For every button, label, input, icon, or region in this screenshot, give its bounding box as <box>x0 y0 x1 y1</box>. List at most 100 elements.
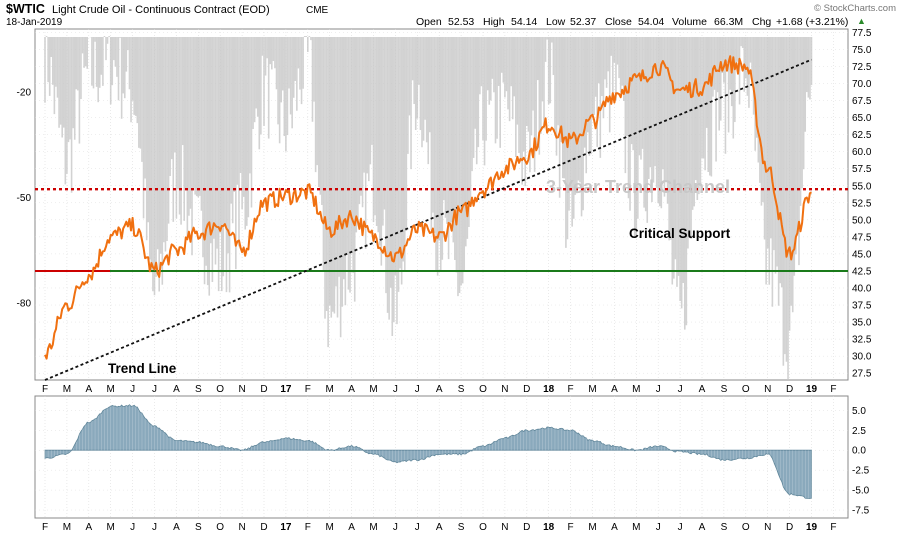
low-value: 52.37 <box>570 16 596 28</box>
price-y-tick-label: 57.5 <box>852 164 872 175</box>
osc-x-tick-label: F <box>830 522 836 533</box>
price-y-tick-label: 45.0 <box>852 249 872 260</box>
osc-x-tick-label: S <box>458 522 465 533</box>
osc-x-tick-label: N <box>501 522 508 533</box>
osc-x-tick-label: J <box>415 522 420 533</box>
trend-line <box>44 58 812 381</box>
price-x-tick-label: A <box>348 384 355 395</box>
osc-y-tick-label: -2.5 <box>852 466 870 477</box>
osc-x-tick-label: J <box>656 522 661 533</box>
price-x-tick-label: J <box>393 384 398 395</box>
price-x-tick-label: A <box>436 384 443 395</box>
price-x-tick-label: J <box>656 384 661 395</box>
symbol-label: $WTIC <box>6 2 45 16</box>
oscillator-area <box>44 404 812 499</box>
osc-x-tick-label: 19 <box>806 522 818 533</box>
open-label: Open <box>416 16 442 28</box>
price-y-tick-label: 75.0 <box>852 45 872 56</box>
price-y-tick-label: 62.5 <box>852 130 872 141</box>
price-x-tick-label: 17 <box>280 384 292 395</box>
exchange-label: CME <box>306 5 329 16</box>
left-y-tick-label: -50 <box>17 193 32 204</box>
close-value: 54.04 <box>638 16 664 28</box>
osc-x-tick-label: M <box>63 522 71 533</box>
osc-x-tick-label: O <box>742 522 750 533</box>
brand-watermark: © StockCharts.com <box>814 3 896 14</box>
osc-x-tick-label: F <box>42 522 48 533</box>
ohlc-readout: Open 52.53 High 54.14 Low 52.37 Close 54… <box>416 16 848 28</box>
osc-x-tick-label: 17 <box>280 522 292 533</box>
osc-y-tick-label: -7.5 <box>852 506 870 517</box>
osc-y-tick-label: 2.5 <box>852 426 866 437</box>
osc-x-tick-label: D <box>786 522 793 533</box>
osc-x-tick-label: J <box>678 522 683 533</box>
price-y-tick-label: 30.0 <box>852 352 872 363</box>
price-x-tick-label: M <box>107 384 115 395</box>
high-label: High <box>483 16 505 28</box>
price-x-tick-label: O <box>479 384 487 395</box>
price-series <box>44 55 812 360</box>
price-x-tick-label: F <box>305 384 311 395</box>
price-x-tick-label: F <box>830 384 836 395</box>
support-resistance-lines <box>35 58 848 381</box>
price-x-tick-label: S <box>458 384 465 395</box>
critical-support-annotation: Critical Support <box>629 226 731 241</box>
chg-value: +1.68 (+3.21%) <box>776 16 848 28</box>
osc-x-tick-label: A <box>348 522 355 533</box>
trend-line-annotation: Trend Line <box>108 361 177 376</box>
price-x-tick-label: 19 <box>806 384 818 395</box>
osc-x-tick-label: A <box>85 522 92 533</box>
osc-x-tick-label: F <box>568 522 574 533</box>
osc-x-tick-label: N <box>764 522 771 533</box>
osc-x-tick-label: M <box>588 522 596 533</box>
price-y-tick-label: 40.0 <box>852 283 872 294</box>
price-x-tick-label: O <box>742 384 750 395</box>
osc-x-tick-label: D <box>260 522 267 533</box>
osc-x-tick-label: A <box>436 522 443 533</box>
osc-y-tick-label: 0.0 <box>852 446 866 457</box>
osc-x-tick-label: J <box>130 522 135 533</box>
grid <box>35 29 848 518</box>
oscillator-series <box>44 404 812 499</box>
price-line <box>44 55 812 360</box>
open-value: 52.53 <box>448 16 474 28</box>
osc-x-tick-label: F <box>305 522 311 533</box>
price-x-tick-label: A <box>611 384 618 395</box>
osc-x-tick-label: S <box>721 522 728 533</box>
osc-x-tick-label: A <box>611 522 618 533</box>
price-x-tick-label: J <box>152 384 157 395</box>
price-y-tick-label: 55.0 <box>852 181 872 192</box>
osc-x-tick-label: 18 <box>543 522 555 533</box>
date-label: 18-Jan-2019 <box>6 17 63 28</box>
instrument-name: Light Crude Oil - Continuous Contract (E… <box>52 4 270 16</box>
osc-x-tick-label: A <box>173 522 180 533</box>
price-x-tick-label: A <box>85 384 92 395</box>
price-x-tick-label: A <box>699 384 706 395</box>
price-x-tick-label: F <box>568 384 574 395</box>
high-value: 54.14 <box>511 16 537 28</box>
price-x-tick-label: O <box>216 384 224 395</box>
price-x-tick-label: S <box>195 384 202 395</box>
price-x-tick-label: F <box>42 384 48 395</box>
price-y-tick-label: 77.5 <box>852 28 872 39</box>
osc-x-tick-label: A <box>699 522 706 533</box>
price-y-tick-label: 42.5 <box>852 266 872 277</box>
left-y-tick-label: -20 <box>17 88 32 99</box>
price-x-tick-label: 18 <box>543 384 555 395</box>
osc-x-tick-label: M <box>632 522 640 533</box>
chg-label: Chg <box>752 16 771 28</box>
price-y-tick-label: 35.0 <box>852 318 872 329</box>
price-x-tick-label: J <box>678 384 683 395</box>
price-x-tick-label: S <box>721 384 728 395</box>
price-y-tick-label: 50.0 <box>852 215 872 226</box>
price-y-tick-label: 67.5 <box>852 96 872 107</box>
price-x-tick-label: D <box>786 384 793 395</box>
price-y-tick-label: 70.0 <box>852 79 872 90</box>
axes: F F M M A A M M J J J J A A S S O O N N D D 17 17 F F M M A A M M J J J J A A… <box>17 28 872 533</box>
left-y-tick-label: -80 <box>17 298 32 309</box>
price-y-tick-label: 60.0 <box>852 147 872 158</box>
price-x-tick-label: M <box>63 384 71 395</box>
osc-x-tick-label: D <box>523 522 530 533</box>
osc-y-tick-label: 5.0 <box>852 406 866 417</box>
